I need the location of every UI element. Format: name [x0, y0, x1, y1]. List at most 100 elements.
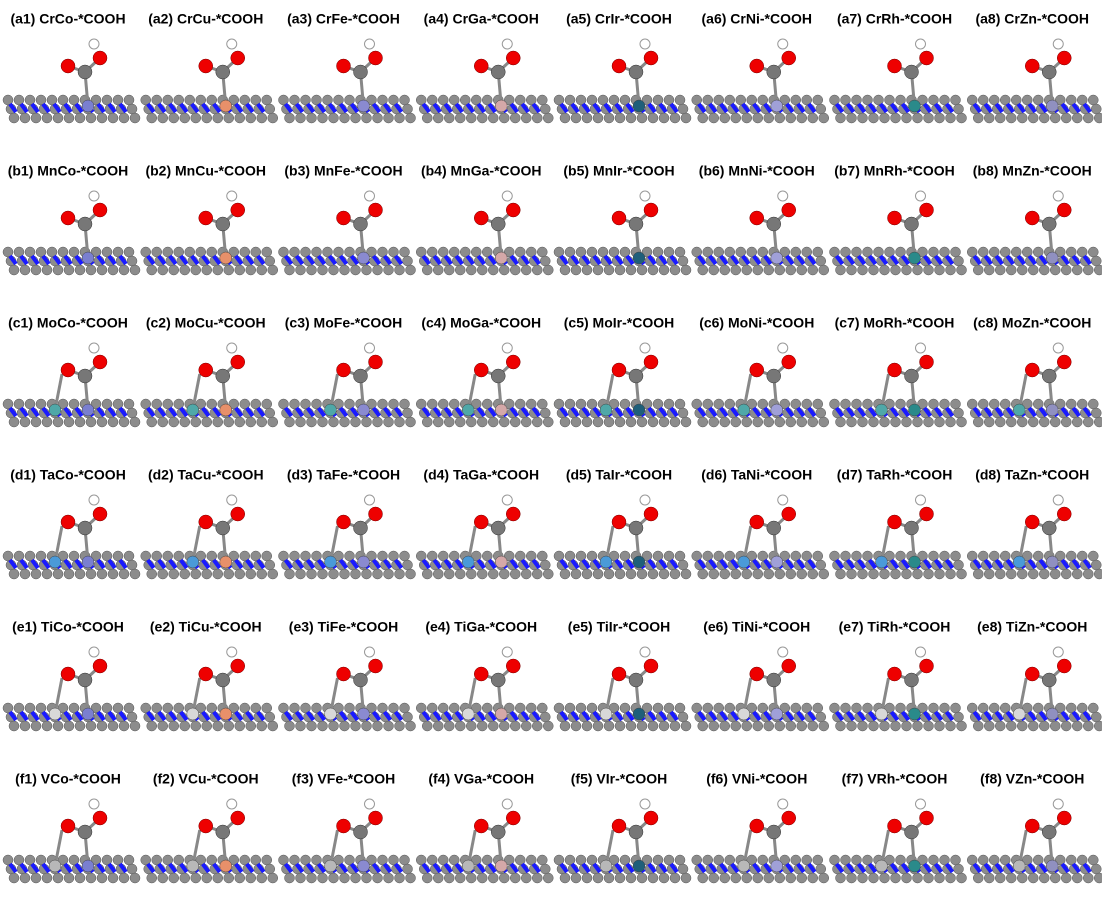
carbon-atom	[836, 265, 846, 275]
carbon-atom	[191, 265, 201, 275]
carbon-atom	[20, 417, 30, 427]
carbon-atom	[1094, 265, 1102, 275]
carbon-atom	[681, 569, 691, 579]
carbon-atom	[582, 721, 592, 731]
carbon-atom	[31, 417, 41, 427]
c-atom	[78, 825, 92, 839]
carbon-atom	[257, 569, 267, 579]
h-atom	[1053, 799, 1063, 809]
carbon-atom	[1006, 873, 1016, 883]
o-atom	[644, 659, 658, 673]
carbon-atom	[262, 399, 272, 409]
carbon-atom	[97, 113, 107, 123]
carbon-atom	[521, 113, 531, 123]
carbon-atom	[913, 113, 923, 123]
carbon-atom	[957, 569, 967, 579]
carbon-atom	[466, 265, 476, 275]
metal-atom	[909, 708, 921, 720]
carbon-atom	[235, 113, 245, 123]
carbon-atom	[158, 721, 168, 731]
carbon-atom	[362, 113, 372, 123]
carbon-atom	[847, 873, 857, 883]
carbon-atom	[235, 417, 245, 427]
h-atom	[1053, 39, 1063, 49]
metal-atom	[633, 100, 645, 112]
carbon-atom	[670, 873, 680, 883]
carbon-atom	[858, 569, 868, 579]
carbon-atom	[1039, 265, 1049, 275]
carbon-atom	[180, 721, 190, 731]
carbon-atom	[1006, 113, 1016, 123]
h-atom	[1053, 495, 1063, 505]
carbon-atom	[64, 873, 74, 883]
carbon-atom	[108, 873, 118, 883]
carbon-atom	[257, 113, 267, 123]
o-atom	[920, 659, 934, 673]
carbon-atom	[521, 721, 531, 731]
carbon-atom	[510, 569, 520, 579]
carbon-atom	[709, 873, 719, 883]
carbon-atom	[444, 569, 454, 579]
carbon-atom	[675, 551, 685, 561]
carbon-atom	[406, 265, 416, 275]
carbon-atom	[560, 721, 570, 731]
carbon-atom	[786, 569, 796, 579]
carbon-atom	[1017, 417, 1027, 427]
o-atom	[337, 59, 351, 73]
carbon-atom	[753, 265, 763, 275]
metal-atom	[1013, 860, 1025, 872]
carbon-atom	[537, 399, 547, 409]
o-atom	[644, 355, 658, 369]
carbon-atom	[180, 417, 190, 427]
carbon-atom	[433, 265, 443, 275]
carbon-atom	[626, 113, 636, 123]
carbon-atom	[213, 569, 223, 579]
carbon-atom	[119, 113, 129, 123]
carbon-atom	[1072, 569, 1082, 579]
h-atom	[640, 647, 650, 657]
carbon-atom	[202, 417, 212, 427]
carbon-atom	[510, 873, 520, 883]
carbon-atom	[637, 265, 647, 275]
carbon-atom	[1050, 113, 1060, 123]
carbon-atom	[395, 265, 405, 275]
h-atom	[89, 191, 99, 201]
carbon-atom	[1072, 417, 1082, 427]
h-atom	[89, 799, 99, 809]
carbon-atom	[954, 560, 964, 570]
carbon-atom	[444, 873, 454, 883]
carbon-atom	[681, 265, 691, 275]
carbon-atom	[268, 417, 278, 427]
carbon-atom	[1039, 113, 1049, 123]
carbon-atom	[213, 113, 223, 123]
carbon-atom	[296, 569, 306, 579]
c-atom	[905, 673, 919, 687]
o-atom	[1057, 51, 1071, 65]
carbon-atom	[97, 569, 107, 579]
panel-label: (e8) TiZn-*COOH	[977, 619, 1087, 635]
carbon-atom	[202, 265, 212, 275]
o-atom	[199, 363, 213, 377]
carbon-atom	[268, 113, 278, 123]
carbon-atom	[764, 569, 774, 579]
carbon-atom	[158, 265, 168, 275]
metal-atom	[325, 556, 337, 568]
carbon-atom	[97, 265, 107, 275]
c-atom	[767, 217, 781, 231]
metal-atom	[738, 556, 750, 568]
panel-label: (e6) TiNi-*COOH	[703, 619, 810, 635]
carbon-atom	[902, 265, 912, 275]
o-atom	[474, 819, 488, 833]
carbon-atom	[537, 703, 547, 713]
metal-atom	[220, 404, 232, 416]
h-atom	[1053, 191, 1063, 201]
carbon-atom	[604, 873, 614, 883]
carbon-atom	[86, 113, 96, 123]
carbon-atom	[403, 104, 413, 114]
panel-label: (d4) TaGa-*COOH	[423, 467, 539, 483]
o-atom	[474, 363, 488, 377]
metal-atom	[1046, 100, 1058, 112]
carbon-atom	[808, 113, 818, 123]
h-atom	[89, 647, 99, 657]
carbon-atom	[836, 569, 846, 579]
